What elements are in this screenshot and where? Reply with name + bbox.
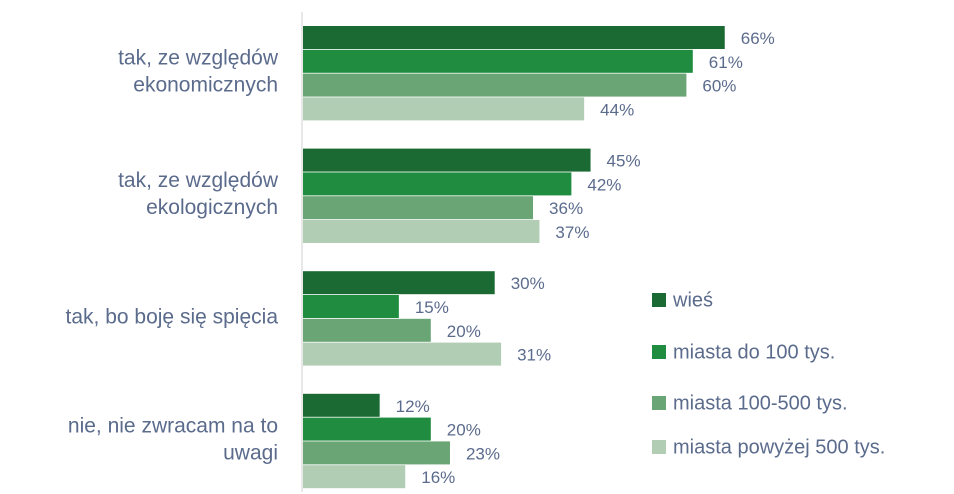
bar: [303, 318, 431, 342]
legend-swatch: [652, 396, 666, 410]
bar: [303, 49, 693, 73]
value-label: 42%: [587, 175, 621, 194]
bar: [303, 393, 380, 417]
value-label: 45%: [607, 152, 641, 171]
value-label: 15%: [415, 298, 449, 317]
bar: [303, 271, 495, 295]
value-label: 23%: [466, 444, 500, 463]
legend-swatch: [652, 440, 666, 454]
bar: [303, 196, 534, 220]
category-label: ekologicznych: [146, 196, 278, 219]
value-label: 20%: [447, 421, 481, 440]
bar: [303, 97, 585, 121]
value-label: 36%: [549, 199, 583, 218]
bar: [303, 172, 572, 196]
bar: [303, 441, 450, 465]
category-label: uwagi: [223, 441, 278, 464]
value-label: 37%: [555, 223, 589, 242]
category-label: ekonomicznych: [133, 74, 278, 97]
value-label: 30%: [511, 274, 545, 293]
category-label: tak, ze względów: [118, 169, 279, 192]
value-label: 20%: [447, 322, 481, 341]
legend-label: wieś: [672, 289, 713, 311]
legend-label: miasta do 100 tys.: [673, 341, 835, 363]
value-label: 31%: [517, 346, 551, 365]
value-label: 66%: [741, 29, 775, 48]
bar: [303, 73, 687, 97]
bar: [303, 295, 399, 318]
legend-label: miasta powyżej 500 tys.: [673, 436, 885, 458]
legend-swatch: [652, 345, 666, 359]
value-label: 16%: [421, 468, 455, 487]
value-label: 61%: [709, 53, 743, 72]
value-label: 12%: [396, 397, 430, 416]
bar: [303, 220, 540, 243]
value-label: 44%: [600, 100, 634, 119]
value-label: 60%: [702, 77, 736, 96]
bar: [303, 417, 431, 441]
legend-label: miasta 100-500 tys.: [673, 392, 848, 414]
bar: [303, 465, 406, 489]
bar: [303, 148, 591, 172]
legend-swatch: [652, 293, 666, 307]
bar: [303, 26, 725, 49]
category-label: nie, nie zwracam na to: [68, 414, 278, 437]
bar: [303, 342, 502, 366]
category-label: tak, bo boję się spięcia: [66, 305, 279, 328]
category-label: tak, ze względów: [118, 47, 279, 70]
